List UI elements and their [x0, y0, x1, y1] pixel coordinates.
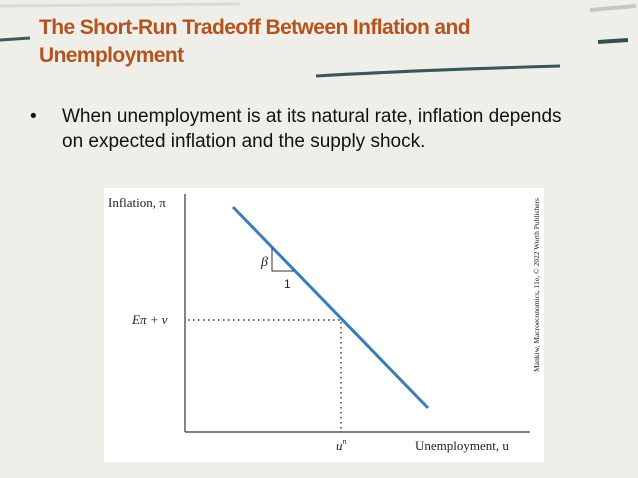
bullet-text: When unemployment is at its natural rate… — [62, 106, 562, 152]
bullet-dot: • — [30, 106, 37, 127]
phillips-curve — [231, 205, 430, 410]
slide-title: The Short-Run Tradeoff Between Inflation… — [39, 14, 471, 70]
brush-stroke — [589, 4, 637, 12]
natural-rate-symbol: u — [336, 438, 343, 453]
brush-stroke — [597, 38, 629, 44]
level-label: Eπ + v — [131, 312, 168, 327]
natural-rate-label: un — [336, 437, 347, 453]
run-label: 1 — [284, 277, 291, 291]
y-axis-label: Inflation, π — [108, 195, 166, 210]
title-line: The Short-Run Tradeoff Between Inflation… — [39, 16, 471, 39]
figure-panel — [104, 188, 544, 462]
slope-label: β — [260, 255, 268, 270]
x-axis-label: Unemployment, u — [415, 438, 509, 453]
natural-rate-superscript: n — [343, 437, 347, 446]
title-line: Unemployment — [39, 44, 184, 67]
slope-triangle — [271, 248, 294, 272]
brush-stroke — [0, 36, 31, 42]
brush-stroke — [0, 2, 241, 8]
brush-stroke — [315, 64, 561, 78]
credit: Mankiw, Macroeconomics, 11e, © 2022 Wort… — [532, 198, 541, 372]
